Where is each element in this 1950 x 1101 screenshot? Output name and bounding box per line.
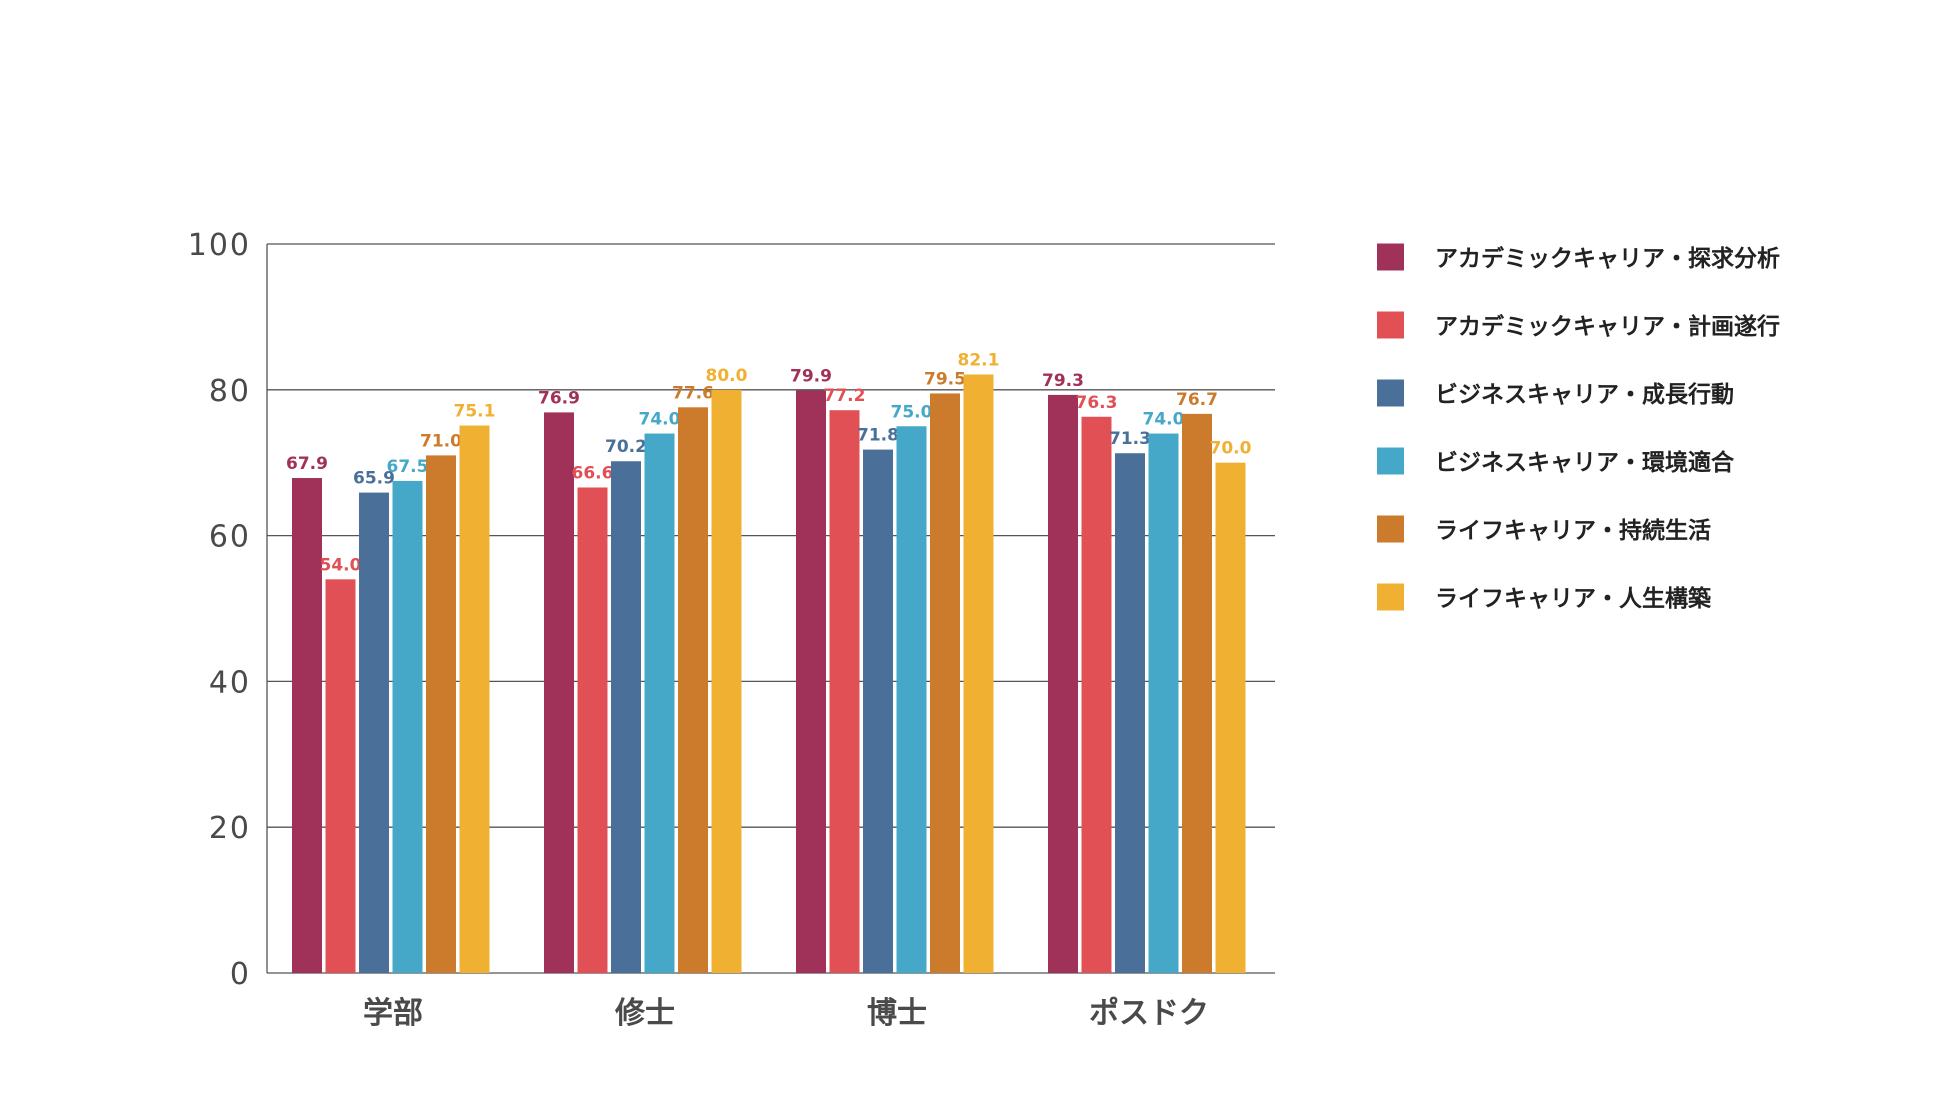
bar-0-0 xyxy=(292,478,322,973)
data-label-0-3: 67.5 xyxy=(387,457,429,477)
bar-2-3 xyxy=(896,426,927,973)
data-label-1-3: 74.0 xyxy=(639,410,681,430)
bar-0-4 xyxy=(426,455,456,973)
bar-2-2 xyxy=(863,449,893,973)
legend-label-3: ビジネスキャリア・環境適合 xyxy=(1435,449,1735,476)
data-label-2-1: 77.2 xyxy=(824,386,866,406)
data-label-0-5: 75.1 xyxy=(454,402,496,422)
data-label-1-5: 80.0 xyxy=(706,366,748,386)
data-label-2-3: 75.0 xyxy=(891,402,933,422)
y-tick-label-80: 80 xyxy=(209,374,251,409)
data-label-2-5: 82.1 xyxy=(958,350,1000,370)
data-label-3-5: 70.0 xyxy=(1210,439,1252,459)
bar-2-4 xyxy=(930,393,960,973)
bar-1-4 xyxy=(678,407,708,973)
y-tick-label-0: 0 xyxy=(230,957,251,992)
legend-label-0: アカデミックキャリア・探求分析 xyxy=(1435,245,1780,272)
bar-1-0 xyxy=(544,412,574,973)
data-label-0-1: 54.0 xyxy=(320,555,362,575)
bar-3-4 xyxy=(1182,413,1212,973)
data-label-1-4: 77.6 xyxy=(672,383,714,403)
legend-swatch-1 xyxy=(1377,311,1404,339)
legend-label-1: アカデミックキャリア・計画遂行 xyxy=(1435,313,1780,340)
y-tick-label-60: 60 xyxy=(209,520,251,555)
bar-1-5 xyxy=(711,389,742,973)
bar-3-3 xyxy=(1148,433,1179,973)
data-label-0-0: 67.9 xyxy=(286,454,328,474)
bar-0-2 xyxy=(359,492,389,973)
legend-swatch-3 xyxy=(1377,447,1404,475)
legend-swatch-4 xyxy=(1377,515,1404,543)
bar-3-2 xyxy=(1115,453,1145,973)
data-label-3-2: 71.3 xyxy=(1109,429,1151,449)
x-tick-label-0: 学部 xyxy=(363,996,423,1031)
data-label-1-0: 76.9 xyxy=(538,388,580,408)
y-tick-label-40: 40 xyxy=(209,665,251,700)
bar-2-5 xyxy=(963,374,994,974)
data-label-3-0: 79.3 xyxy=(1042,371,1084,391)
bar-2-0 xyxy=(796,390,826,973)
data-label-0-4: 71.0 xyxy=(420,431,462,451)
x-tick-label-3: ポスドク xyxy=(1089,996,1209,1031)
bar-3-0 xyxy=(1048,394,1078,973)
data-label-2-2: 71.8 xyxy=(857,426,899,446)
bar-0-3 xyxy=(392,480,423,973)
data-label-1-2: 70.2 xyxy=(605,437,647,457)
data-label-3-4: 76.7 xyxy=(1176,390,1218,410)
bar-1-3 xyxy=(644,433,675,973)
legend-swatch-0 xyxy=(1377,243,1404,271)
data-label-3-1: 76.3 xyxy=(1076,393,1118,413)
bar-1-1 xyxy=(577,487,608,973)
data-label-2-4: 79.5 xyxy=(924,369,966,389)
legend-label-4: ライフキャリア・持続生活 xyxy=(1435,517,1711,544)
bar-1-2 xyxy=(611,461,641,973)
bar-0-1 xyxy=(325,579,356,973)
y-tick-label-100: 100 xyxy=(188,228,251,263)
legend-label-5: ライフキャリア・人生構築 xyxy=(1435,585,1712,612)
x-tick-label-1: 修士 xyxy=(614,996,675,1031)
data-label-2-0: 79.9 xyxy=(790,367,832,387)
legend-swatch-5 xyxy=(1377,583,1404,611)
legend-swatch-2 xyxy=(1377,379,1404,407)
bar-2-1 xyxy=(829,410,860,973)
data-label-1-1: 66.6 xyxy=(572,463,614,483)
x-tick-label-2: 博士 xyxy=(867,996,927,1031)
data-label-3-3: 74.0 xyxy=(1143,410,1185,430)
data-label-0-2: 65.9 xyxy=(353,469,395,489)
bar-3-5 xyxy=(1215,462,1246,973)
y-tick-label-20: 20 xyxy=(209,811,251,846)
legend-label-2: ビジネスキャリア・成長行動 xyxy=(1435,381,1734,408)
bar-3-1 xyxy=(1081,416,1112,973)
bar-0-5 xyxy=(459,425,490,973)
